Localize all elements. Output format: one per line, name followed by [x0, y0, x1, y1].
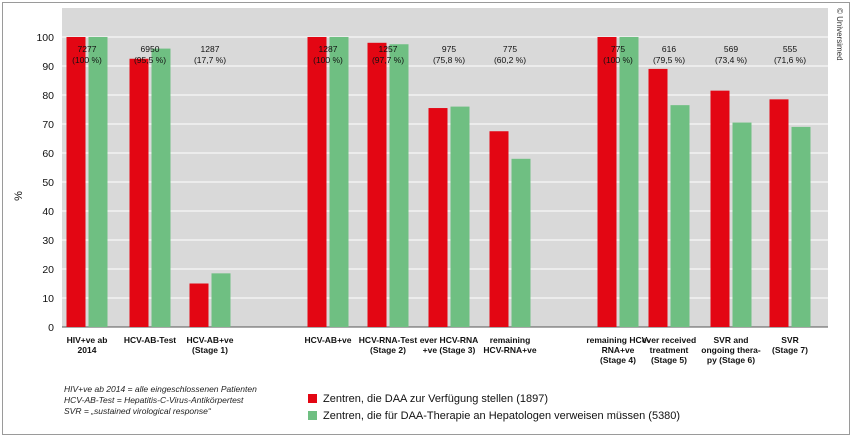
percent-label: (71,6 %)	[774, 55, 806, 65]
percent-label: (100 %)	[72, 55, 102, 65]
count-label: 775	[611, 44, 625, 54]
bar-red	[428, 108, 448, 327]
legend-item-referral-centres: Zentren, die für DAA-Therapie an Hepatol…	[308, 407, 680, 424]
y-tick-label: 80	[42, 90, 54, 102]
legend-label: Zentren, die DAA zur Verfügung stellen (…	[323, 392, 549, 405]
x-tick-label: HCV-AB+ve	[186, 335, 233, 345]
bar-red	[367, 42, 387, 328]
footnote-line: SVR = „sustained virological response“	[64, 406, 211, 416]
x-tick-label: treatment	[650, 345, 689, 355]
x-tick-label: (Stage 7)	[772, 345, 808, 355]
percent-label: (17,7 %)	[194, 55, 226, 65]
legend-swatch-green	[308, 411, 317, 420]
legend-item-daa-centres: Zentren, die DAA zur Verfügung stellen (…	[308, 390, 680, 407]
count-label: 569	[724, 44, 738, 54]
footnote-line: HCV-AB-Test = Hepatitis-C-Virus-Antikörp…	[64, 395, 244, 405]
bar-green	[389, 44, 409, 327]
y-tick-label: 100	[36, 32, 54, 44]
bar-red	[129, 58, 149, 327]
bar-red	[769, 99, 789, 327]
bar-green	[450, 106, 470, 327]
x-tick-label: remaining	[490, 335, 531, 345]
x-tick-label: (Stage 5)	[651, 355, 687, 365]
bar-green	[511, 158, 531, 327]
bar-red	[648, 68, 668, 328]
y-axis-label: %	[13, 191, 25, 201]
bar-green	[211, 273, 231, 327]
x-tick-label: HCV-RNA+ve	[483, 345, 536, 355]
count-label: 6950	[141, 44, 160, 54]
footnote-line: HIV+ve ab 2014 = alle eingeschlossenen P…	[64, 384, 257, 394]
bar-red	[66, 37, 86, 327]
percent-label: (97,7 %)	[372, 55, 404, 65]
count-label: 1287	[319, 44, 338, 54]
x-tick-label: HCV-RNA-Test	[359, 335, 418, 345]
x-tick-label: py (Stage 6)	[707, 355, 755, 365]
bar-red	[189, 283, 209, 327]
bar-green	[88, 37, 108, 327]
legend-swatch-red	[308, 394, 317, 403]
legend: Zentren, die DAA zur Verfügung stellen (…	[308, 390, 680, 424]
x-tick-label: HIV+ve ab	[67, 335, 108, 345]
bar-red	[489, 131, 509, 327]
percent-label: (75,8 %)	[433, 55, 465, 65]
count-label: 616	[662, 44, 676, 54]
count-label: 7277	[78, 44, 97, 54]
bar-green	[732, 122, 752, 327]
bar-red	[307, 37, 327, 327]
x-tick-label: 2014	[78, 345, 97, 355]
x-tick-label: ongoing thera-	[701, 345, 761, 355]
x-tick-label: (Stage 4)	[600, 355, 636, 365]
x-tick-label: (Stage 1)	[192, 345, 228, 355]
bar-red	[597, 37, 617, 327]
bar-green	[151, 48, 171, 327]
x-tick-label: +ve (Stage 3)	[423, 345, 476, 355]
bar-green	[670, 105, 690, 328]
bar-red	[710, 90, 730, 328]
x-tick-label: (Stage 2)	[370, 345, 406, 355]
percent-label: (100 %)	[313, 55, 343, 65]
percent-label: (60,2 %)	[494, 55, 526, 65]
x-tick-label: SVR and	[714, 335, 749, 345]
count-label: 555	[783, 44, 797, 54]
bar-green	[619, 37, 639, 327]
y-tick-label: 50	[42, 177, 54, 189]
count-label: 975	[442, 44, 456, 54]
x-tick-label: RNA+ve	[602, 345, 635, 355]
percent-label: (79,5 %)	[653, 55, 685, 65]
footnotes: HIV+ve ab 2014 = alle eingeschlossenen P…	[64, 384, 257, 417]
y-tick-label: 90	[42, 61, 54, 73]
y-tick-label: 70	[42, 119, 54, 131]
legend-label: Zentren, die für DAA-Therapie an Hepatol…	[323, 409, 681, 422]
percent-label: (100 %)	[603, 55, 633, 65]
percent-label: (73,4 %)	[715, 55, 747, 65]
count-label: 775	[503, 44, 517, 54]
count-label: 1287	[201, 44, 220, 54]
copyright-text: © Universimed	[835, 8, 844, 61]
bar-green	[791, 126, 811, 328]
x-tick-label: ever HCV-RNA	[420, 335, 479, 345]
y-tick-label: 60	[42, 148, 54, 160]
y-tick-label: 20	[42, 264, 54, 276]
x-tick-label: HCV-AB-Test	[124, 335, 176, 345]
count-label: 1257	[379, 44, 398, 54]
x-tick-label: remaining HCV-	[586, 335, 649, 345]
x-tick-label: SVR	[781, 335, 798, 345]
bar-green	[329, 37, 349, 327]
y-tick-label: 40	[42, 206, 54, 218]
x-tick-label: ever received	[642, 335, 696, 345]
y-tick-label: 30	[42, 235, 54, 247]
percent-label: (95,5 %)	[134, 55, 166, 65]
y-tick-label: 0	[48, 322, 54, 334]
x-tick-label: HCV-AB+ve	[304, 335, 351, 345]
y-tick-label: 10	[42, 293, 54, 305]
copyright-notice: © Universimed	[832, 8, 846, 158]
